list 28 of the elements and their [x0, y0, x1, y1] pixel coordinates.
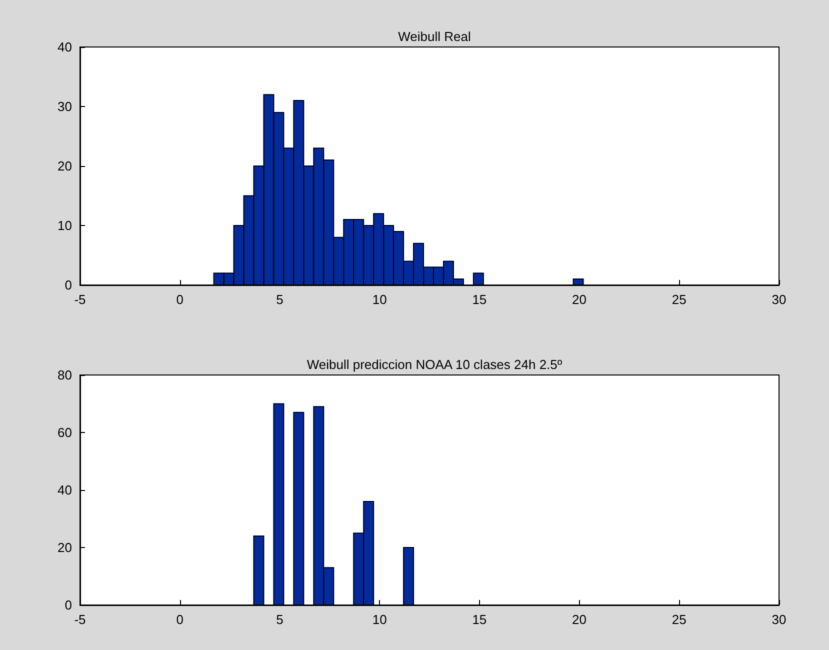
x-tick-label: 20: [572, 292, 587, 307]
x-tick-label: 10: [372, 612, 387, 627]
x-tick-label: 15: [472, 612, 487, 627]
x-tick-label: 20: [572, 612, 587, 627]
x-tick-label: 0: [176, 292, 184, 307]
y-tick-label: 80: [58, 368, 72, 382]
x-tick-label: 5: [276, 292, 284, 307]
y-tick-label: 40: [58, 40, 72, 54]
y-tick-label: 60: [58, 425, 72, 440]
y-tick-label: 20: [58, 540, 72, 555]
x-tick-label: 10: [372, 292, 387, 307]
x-tick-label: -5: [74, 292, 86, 307]
x-tick-label: 0: [176, 612, 184, 627]
x-tick-label: -5: [74, 612, 86, 627]
y-tick-label: 10: [58, 218, 72, 233]
x-tick-label: 25: [672, 292, 686, 307]
y-tick-label: 0: [64, 278, 72, 292]
chart-title: Weibull Real: [398, 29, 471, 44]
y-tick-label: 0: [64, 598, 72, 612]
x-tick-label: 15: [472, 292, 487, 307]
y-tick-label: 20: [58, 158, 72, 174]
y-tick-label: 40: [58, 482, 72, 498]
chart-title: Weibull prediccion NOAA 10 clases 24h 2.5º: [306, 357, 562, 372]
y-tick-label: 30: [58, 99, 72, 114]
x-tick-label: 5: [276, 612, 284, 627]
x-tick-label: 30: [772, 292, 786, 307]
x-tick-label: 25: [672, 612, 686, 627]
x-tick-label: 30: [772, 612, 786, 627]
